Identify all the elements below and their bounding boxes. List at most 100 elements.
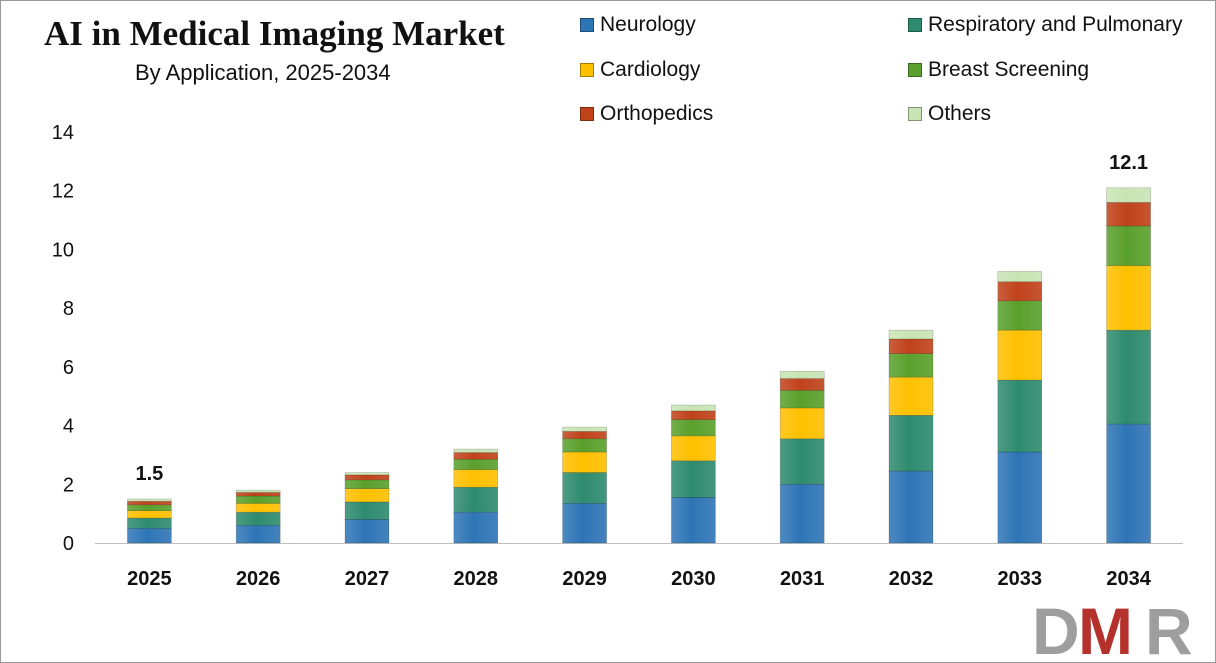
- bar-segment-cardiology: [671, 435, 716, 462]
- legend-swatch: [580, 63, 594, 77]
- bar-segment-orthopedics: [779, 378, 825, 391]
- bar-segment-neurology: [562, 503, 607, 544]
- x-tick-label: 2026: [236, 568, 281, 590]
- legend-label: Neurology: [600, 13, 696, 36]
- bar-segment-orthopedics: [453, 452, 499, 460]
- bar-segment-others: [235, 489, 281, 493]
- y-tick-label: 0: [63, 533, 74, 555]
- legend-item-breast-screening: Breast Screening: [908, 58, 1089, 82]
- bar-segment-neurology: [127, 528, 172, 544]
- x-tick-label: 2025: [127, 568, 172, 590]
- bar-segment-cardiology: [344, 488, 390, 503]
- bar-segment-neurology: [671, 497, 716, 544]
- x-tick-label: 2030: [671, 568, 716, 590]
- bar-segment-respiratory-and-pulmonary: [671, 460, 716, 498]
- bar-segment-orthopedics: [235, 492, 281, 497]
- bar-segment-orthopedics: [671, 410, 716, 420]
- bar-segment-neurology: [235, 525, 281, 544]
- logo-letter-m: M: [1078, 598, 1133, 658]
- chart-title: AI in Medical Imaging Market: [44, 14, 505, 53]
- y-tick-label: 8: [63, 298, 74, 320]
- bar-segment-others: [1106, 187, 1151, 203]
- bar-segment-breast-screening: [1106, 225, 1151, 266]
- legend-swatch: [908, 107, 922, 121]
- y-tick-label: 6: [63, 357, 74, 379]
- bar-segment-cardiology: [453, 469, 499, 488]
- bar-segment-respiratory-and-pulmonary: [344, 501, 390, 520]
- bar-segment-orthopedics: [344, 474, 390, 481]
- bar-segment-others: [888, 329, 934, 340]
- legend-item-orthopedics: Orthopedics: [580, 102, 713, 126]
- x-tick-label: 2032: [889, 568, 934, 590]
- x-tick-label: 2031: [780, 568, 825, 590]
- x-tick-label: 2034: [1106, 568, 1151, 590]
- legend-label: Breast Screening: [928, 58, 1090, 81]
- bar-segment-respiratory-and-pulmonary: [779, 438, 825, 485]
- bar-segment-neurology: [997, 451, 1043, 544]
- x-tick-label: 2029: [562, 568, 607, 590]
- bar-segment-breast-screening: [671, 419, 716, 437]
- legend-item-others: Others: [908, 102, 991, 126]
- dmr-logo: D M R: [1032, 598, 1193, 658]
- y-tick-label: 4: [63, 416, 74, 438]
- bar-segment-respiratory-and-pulmonary: [562, 472, 607, 504]
- data-label-total: 12.1: [1109, 152, 1148, 174]
- bar-segment-breast-screening: [888, 353, 934, 378]
- legend-item-neurology: Neurology: [580, 13, 696, 37]
- bar-segment-cardiology: [562, 451, 607, 473]
- bar-segment-breast-screening: [779, 390, 825, 409]
- logo-letter-r: R: [1145, 598, 1193, 658]
- y-tick-label: 14: [52, 122, 74, 144]
- bar-segment-breast-screening: [344, 479, 390, 489]
- bar-segment-neurology: [888, 470, 934, 544]
- bar-segment-orthopedics: [562, 431, 607, 440]
- bar-segment-cardiology: [997, 329, 1043, 381]
- y-tick-label: 12: [52, 181, 74, 203]
- legend-swatch: [580, 107, 594, 121]
- bar-segment-breast-screening: [562, 438, 607, 453]
- bar-segment-respiratory-and-pulmonary: [1106, 329, 1151, 425]
- legend-label: Cardiology: [600, 58, 701, 81]
- bar-segment-neurology: [1106, 423, 1151, 544]
- y-tick-label: 2: [63, 474, 74, 496]
- bar-segment-others: [453, 448, 499, 453]
- bar-segment-cardiology: [127, 510, 172, 519]
- bar-segment-respiratory-and-pulmonary: [127, 517, 172, 529]
- y-tick-label: 10: [52, 239, 74, 261]
- legend-swatch: [908, 18, 922, 32]
- x-tick-label: 2027: [345, 568, 390, 590]
- data-label-total: 1.5: [135, 463, 163, 485]
- bar-segment-breast-screening: [235, 495, 281, 504]
- x-tick-label: 2028: [454, 568, 499, 590]
- legend-item-cardiology: Cardiology: [580, 58, 700, 82]
- bar-segment-orthopedics: [1106, 202, 1151, 227]
- bar-segment-breast-screening: [453, 459, 499, 470]
- bar-segment-others: [127, 498, 172, 502]
- bar-segment-respiratory-and-pulmonary: [453, 486, 499, 513]
- bar-segment-respiratory-and-pulmonary: [235, 511, 281, 526]
- chart-subtitle: By Application, 2025-2034: [135, 60, 391, 85]
- legend-swatch: [908, 63, 922, 77]
- bar-segment-respiratory-and-pulmonary: [997, 379, 1043, 453]
- bar-segment-cardiology: [779, 407, 825, 440]
- bar-segment-breast-screening: [997, 300, 1043, 331]
- bar-segment-cardiology: [1106, 265, 1151, 331]
- bar-segment-neurology: [453, 511, 499, 544]
- bar-segment-respiratory-and-pulmonary: [888, 414, 934, 472]
- bar-segment-cardiology: [888, 376, 934, 416]
- legend-swatch: [580, 18, 594, 32]
- bar-segment-orthopedics: [888, 338, 934, 354]
- bar-segment-orthopedics: [997, 281, 1043, 302]
- bar-segment-others: [344, 472, 390, 476]
- bar-segment-orthopedics: [127, 501, 172, 506]
- bar-segment-neurology: [344, 519, 390, 544]
- x-tick-label: 2033: [998, 568, 1043, 590]
- logo-letter-d: D: [1032, 598, 1080, 658]
- bar-segment-breast-screening: [127, 504, 172, 512]
- bar-segment-others: [562, 426, 607, 432]
- bar-segment-cardiology: [235, 503, 281, 513]
- bar-segment-others: [779, 370, 825, 379]
- bar-segment-others: [997, 271, 1043, 283]
- legend-item-respiratory-and-pulmonary: Respiratory and Pulmonary: [908, 13, 1182, 37]
